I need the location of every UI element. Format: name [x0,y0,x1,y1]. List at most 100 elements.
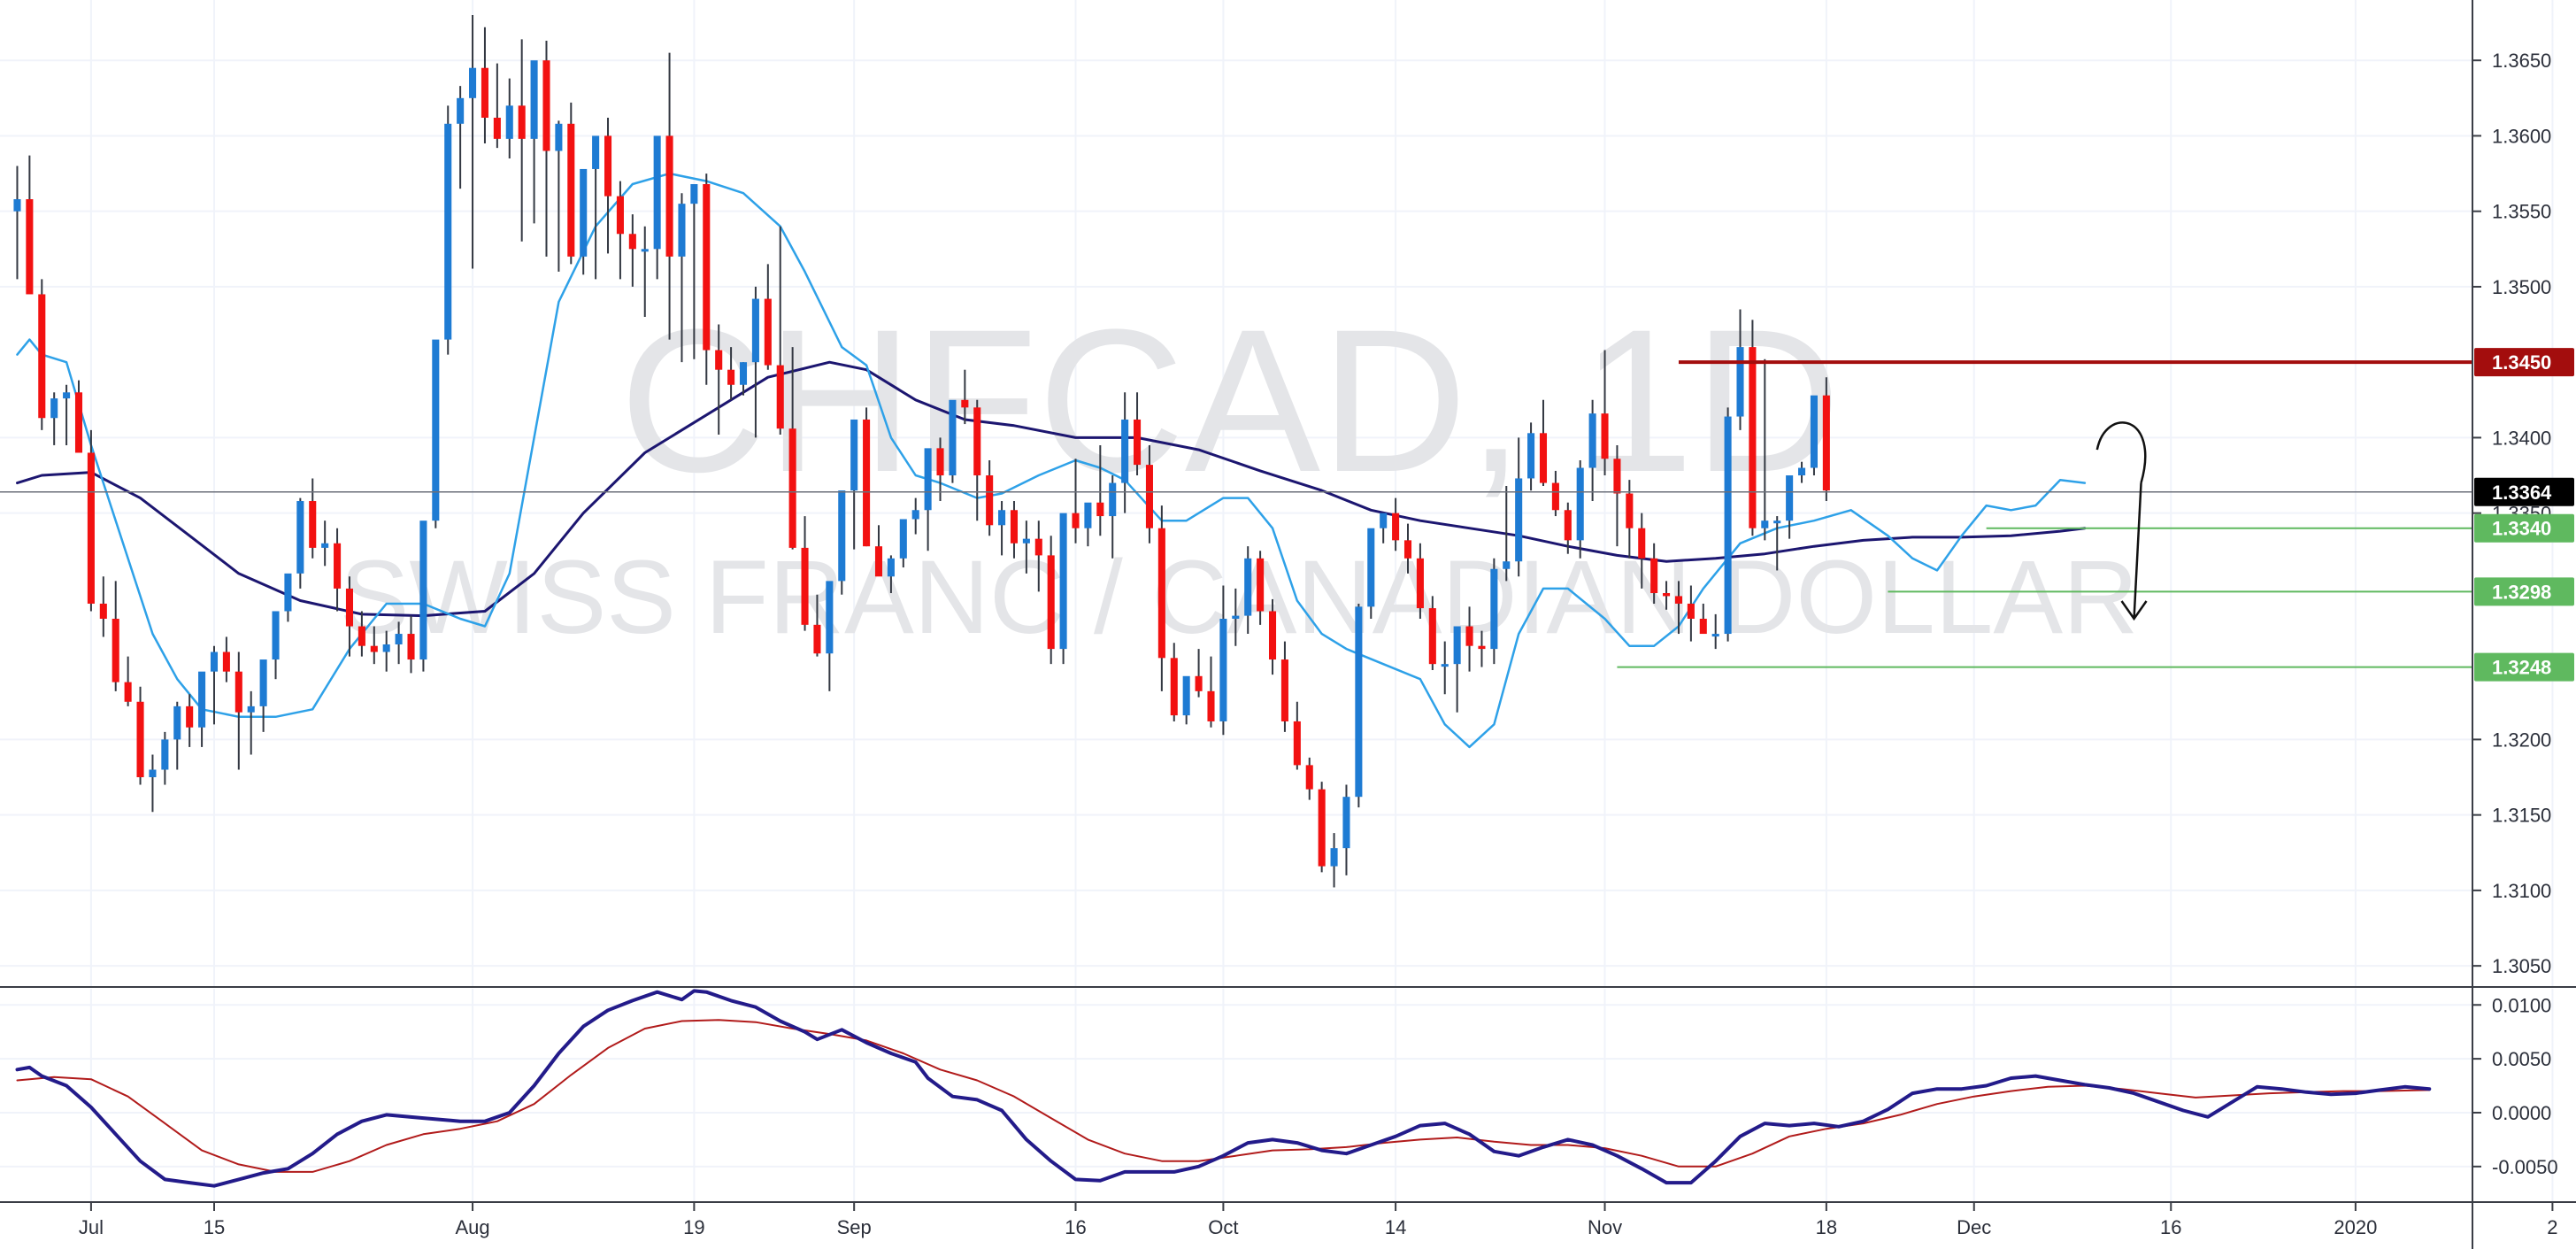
candle[interactable] [678,193,686,363]
candle[interactable] [382,630,390,672]
candle[interactable] [1503,485,1511,582]
candle[interactable] [1515,437,1523,577]
candle[interactable] [469,15,477,269]
candle[interactable] [457,86,465,189]
time-tick-label[interactable]: 2020 [2334,1216,2377,1238]
candle[interactable] [1724,407,1732,642]
candle[interactable] [850,419,858,550]
candle[interactable] [259,659,267,732]
time-tick-label[interactable]: Aug [455,1216,489,1238]
candle[interactable] [1527,422,1535,491]
candle[interactable] [1109,475,1117,559]
candle[interactable] [1207,656,1215,728]
price-tick-label[interactable]: 1.3600 [2492,125,2551,147]
candle[interactable] [334,528,342,612]
candle[interactable] [1022,520,1030,574]
candle[interactable] [505,78,513,159]
candle[interactable] [616,181,624,280]
candle[interactable] [1096,444,1104,536]
candle[interactable] [1047,536,1055,665]
candle[interactable] [161,731,169,785]
candle[interactable] [887,555,895,594]
time-tick-label[interactable]: 2 [2547,1216,2557,1238]
candle[interactable] [296,497,304,589]
candle[interactable] [690,183,698,359]
candle[interactable] [419,520,427,672]
projection-arrow[interactable] [2095,421,2148,621]
candle[interactable] [751,286,759,438]
candle[interactable] [727,347,735,400]
oscillator-pane[interactable] [15,989,2432,1188]
candle[interactable] [74,380,83,453]
candle[interactable] [973,399,981,521]
candle[interactable] [1280,641,1288,732]
candle[interactable] [1539,399,1548,486]
candle[interactable] [1403,523,1412,574]
candle[interactable] [1342,784,1350,875]
candle[interactable] [1674,581,1683,635]
candle[interactable] [788,347,796,550]
candle[interactable] [1822,377,1830,502]
candle[interactable] [26,155,34,295]
oscillator-tick-label[interactable]: 0.0050 [2492,1048,2551,1070]
candle[interactable] [838,490,846,595]
oscillator-tick-label[interactable]: 0.0100 [2492,994,2551,1016]
price-axis-ticks[interactable]: 1.36501.36001.35501.35001.34001.33501.32… [2472,50,2551,977]
candle[interactable] [776,226,784,436]
candle[interactable] [173,701,181,770]
candle[interactable] [1084,502,1092,547]
candle[interactable] [1736,309,1744,430]
candle[interactable] [863,407,871,547]
candle[interactable] [1465,606,1473,672]
candle[interactable] [998,501,1006,556]
candle[interactable] [1072,459,1080,544]
time-tick-label[interactable]: 14 [1385,1216,1406,1238]
candle[interactable] [1551,470,1559,517]
candle[interactable] [1232,588,1240,646]
candle[interactable] [235,651,242,770]
candle[interactable] [1687,585,1695,642]
candle[interactable] [949,399,957,483]
candle[interactable] [961,369,969,425]
candle[interactable] [38,279,46,430]
oscillator-tick-label[interactable]: 0.0000 [2492,1102,2551,1124]
candle[interactable] [395,621,403,665]
time-tick-label[interactable]: Oct [1208,1216,1238,1238]
candle[interactable] [1367,528,1375,620]
candle[interactable] [1761,359,1769,541]
candle[interactable] [567,102,575,265]
candle[interactable] [1157,505,1165,691]
candle[interactable] [580,168,588,275]
candle[interactable] [924,448,932,551]
candle[interactable] [1453,626,1461,713]
candle[interactable] [111,581,119,691]
price-tick-label[interactable]: 1.3200 [2492,729,2551,751]
price-tick-label[interactable]: 1.3050 [2492,955,2551,977]
candle[interactable] [1244,546,1252,635]
candle[interactable] [1305,757,1313,800]
candle[interactable] [1182,675,1190,725]
candle[interactable] [715,324,723,436]
candle[interactable] [1355,603,1363,808]
candle[interactable] [407,615,415,674]
candle[interactable] [136,686,144,785]
candle[interactable] [1810,395,1818,476]
candle[interactable] [1613,444,1621,547]
candle[interactable] [1564,502,1572,554]
candle[interactable] [1576,459,1584,559]
candle[interactable] [1195,649,1203,698]
candle[interactable] [284,573,292,622]
candle[interactable] [1330,833,1338,888]
candle[interactable] [1121,392,1129,513]
price-tick-label[interactable]: 1.3150 [2492,805,2551,827]
price-tick-label[interactable]: 1.3550 [2492,201,2551,223]
time-tick-label[interactable]: Nov [1588,1216,1622,1238]
candle[interactable] [272,611,280,680]
time-tick-label[interactable]: 15 [204,1216,225,1238]
candle[interactable] [1392,497,1400,551]
candle[interactable] [703,173,711,385]
candle[interactable] [826,581,834,691]
candle[interactable] [432,339,440,528]
time-tick-label[interactable]: 19 [683,1216,704,1238]
